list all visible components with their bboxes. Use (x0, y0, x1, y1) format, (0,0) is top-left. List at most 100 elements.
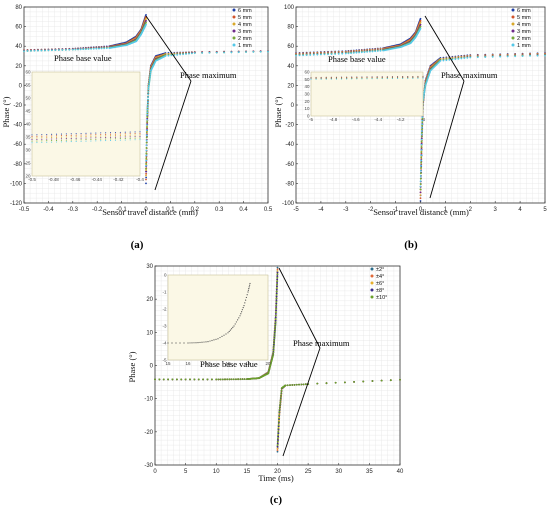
panel-b-data-point (463, 57, 466, 60)
panel-a-x-tick-label: -0.3 (68, 207, 79, 213)
panel-c-data-point (277, 434, 279, 437)
panel-c-data-point (278, 406, 281, 409)
panel-c-data-point (276, 285, 278, 288)
panel-a-inset-point (100, 132, 102, 134)
panel-a-legend-label: 4 mm (238, 22, 252, 28)
panel-b-inset-point (315, 78, 317, 80)
panel-c-inset-x-tick-label: 20 (265, 361, 271, 366)
panel-a-inset-point (75, 139, 77, 141)
panel-a-y-tick-label: 60 (15, 25, 22, 31)
panel-b-data-point (469, 56, 472, 59)
panel-a-y-tick-label: 0 (19, 83, 23, 89)
panel-a-inset-point (55, 139, 58, 142)
panel-a-inset-point (70, 137, 72, 140)
panel-a-data-point (40, 49, 43, 52)
panel-c-data-point (276, 266, 279, 269)
panel-c-inset-point (223, 334, 225, 336)
panel-b-data-point (423, 93, 425, 96)
panel-c-data-point (273, 337, 276, 340)
panel-c-data-point (275, 306, 278, 308)
panel-a-inset-point (124, 139, 126, 141)
panel-b-data-point (376, 50, 379, 52)
panel-c-y-tick-label: -20 (144, 430, 153, 436)
panel-b-inset-y-tick-label: 20 (304, 99, 310, 104)
panel-c-data-point (276, 449, 279, 451)
panel-c-inset-point (205, 341, 207, 343)
panel-b-data-point (355, 51, 358, 54)
panel-c-legend-marker (370, 295, 374, 299)
panel-b-y-tick-label: 60 (287, 44, 294, 50)
panel-a-data-point (23, 50, 25, 52)
panel-b-x-tick-label: -2 (368, 207, 374, 213)
panel-c-data-point (274, 323, 277, 326)
panel-b-data-point (420, 149, 423, 151)
panel-c-data-point (219, 378, 222, 381)
panel-c-inset-point (244, 302, 246, 304)
panel-c-data-point (334, 381, 337, 384)
panel-a-inset-point (139, 134, 141, 136)
panel-a-data-point (145, 129, 148, 131)
panel-b-data-point (302, 54, 305, 57)
panel-a-data-point (252, 50, 255, 53)
panel-b-inset-point (361, 78, 363, 80)
panel-b-data-point (419, 17, 422, 20)
panel-b-inset-point (325, 78, 327, 80)
panel-c-legend-marker (370, 274, 374, 278)
panel-a-data-point (145, 19, 147, 22)
panel-a-data-point (145, 147, 148, 149)
panel-c-data-point (276, 273, 279, 276)
panel-a-inset-point (100, 135, 102, 137)
panel-a-legend-marker (232, 29, 236, 33)
panel-a-inset-point (109, 135, 112, 137)
panel-b-data-point (419, 188, 422, 191)
panel-b-data-point (491, 55, 494, 58)
panel-b-y-tick-label: -60 (285, 162, 294, 168)
panel-b-data-point (312, 53, 315, 56)
panel-a-inset-point (95, 140, 97, 142)
panel-c-data-point (278, 417, 280, 420)
panel-a-inset-point (119, 134, 121, 137)
panel-c-data-point (210, 378, 213, 381)
panel-a-data-point (147, 98, 149, 101)
panel-a-inset-point (100, 140, 102, 142)
panel-c-y-tick-label: 0 (150, 364, 154, 370)
panel-b-data-point (420, 146, 423, 148)
panel-b-inset-point (371, 78, 373, 80)
panel-c-inset-point (207, 341, 209, 343)
panel-c-data-point (280, 389, 283, 392)
panel-a-inset-point (36, 138, 38, 141)
panel-b-data-point (420, 154, 423, 157)
panel-c-data-point (276, 280, 279, 283)
panel-a-inset-point (100, 133, 102, 136)
panel-a-inset-point (80, 139, 82, 141)
panel-b-data-point (425, 81, 428, 84)
panel-c-inset-x-tick-label: 19 (245, 361, 251, 366)
panel-b-data-point (421, 116, 424, 119)
panel-c-data-point (235, 378, 237, 381)
panel-b-data-point (420, 156, 423, 159)
panel-a-inset-point (105, 136, 107, 139)
panel-c-x-tick-label: 10 (213, 469, 220, 475)
panel-c-data-point (275, 299, 278, 302)
panel-a-inset-point (51, 133, 53, 135)
panel-c-inset-point (197, 342, 199, 344)
panel-b-data-point (514, 55, 517, 58)
panel-c-data-point (239, 378, 242, 381)
panel-c-data-point (275, 300, 278, 303)
panel-c-data-point (274, 321, 277, 324)
panel-b-data-point (419, 19, 422, 22)
panel-c-inset-y-tick-label: -2 (162, 307, 166, 312)
panel-b-inset-x-tick-label: -4.6 (352, 117, 360, 122)
panel-a-inset-point (46, 135, 48, 137)
panel-c-data-point (300, 383, 303, 386)
panel-a-ylabel: Phase (°) (1, 96, 11, 127)
panel-b-data-point (360, 51, 363, 54)
panel-b-data-point (454, 58, 457, 61)
panel-c-data-point (298, 383, 300, 386)
panel-c-data-point (232, 378, 235, 381)
panel-a-inset-point (46, 138, 48, 140)
panel-a-data-point (47, 49, 50, 52)
panel-a-legend-label: 2 mm (238, 36, 252, 42)
panel-c-inset-point (235, 321, 237, 323)
